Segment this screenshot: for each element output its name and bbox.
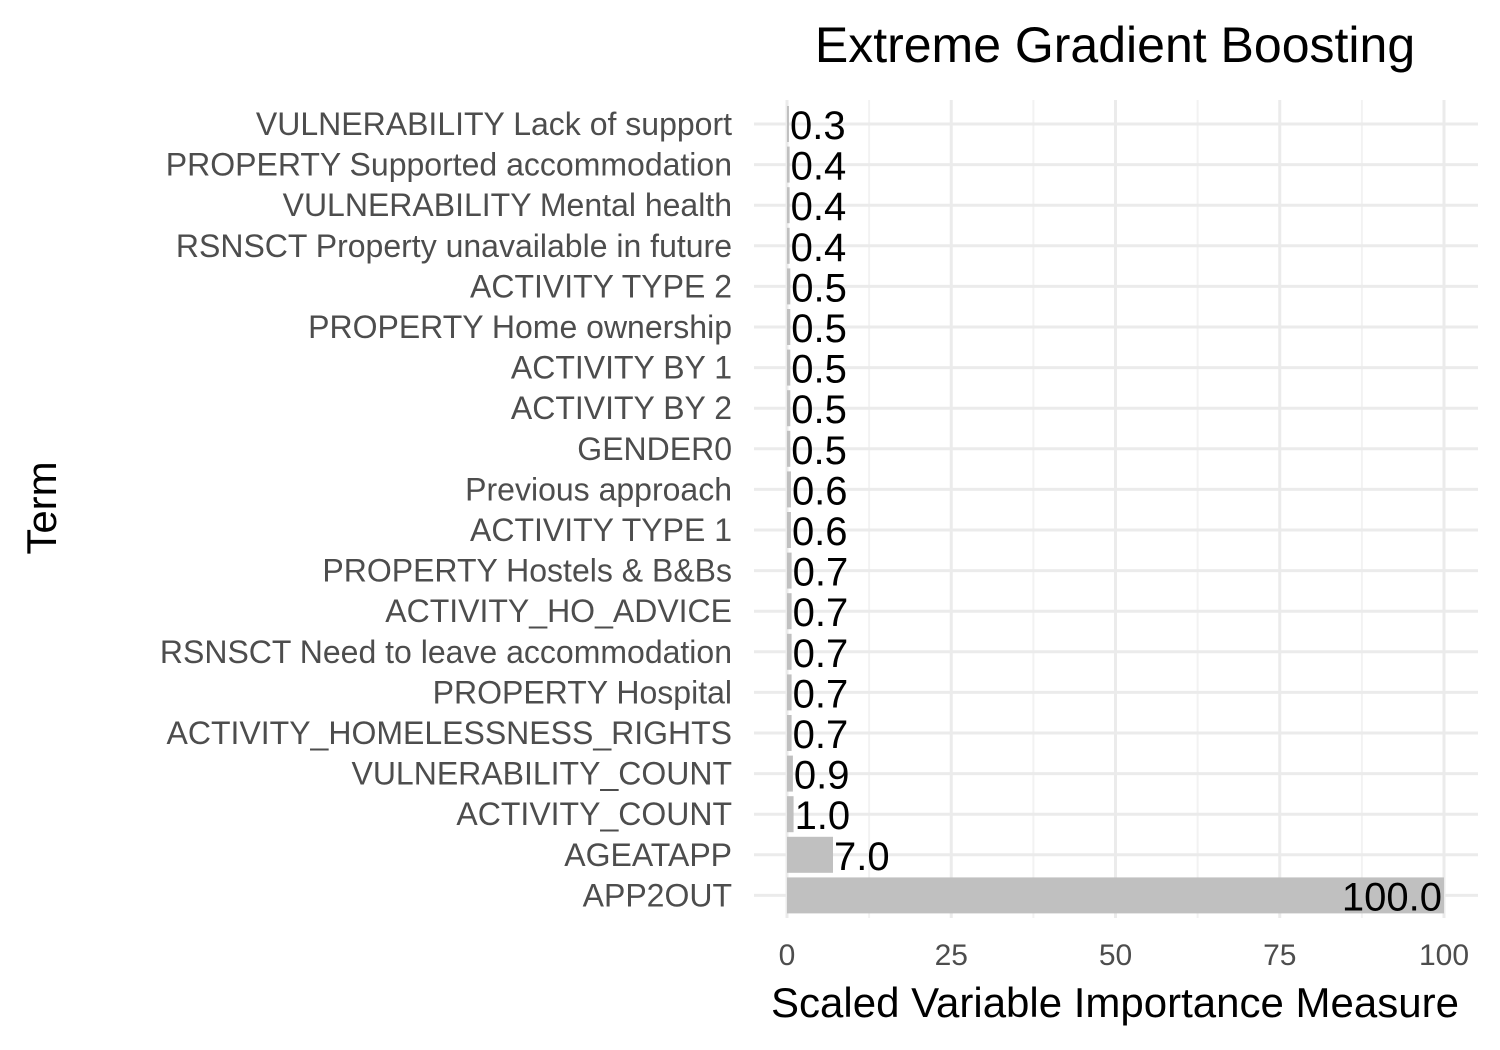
category-label: PROPERTY Supported accommodation [166, 147, 732, 183]
y-axis-title: Term [18, 461, 65, 554]
value-label: 100.0 [1342, 875, 1442, 919]
bar [787, 187, 790, 224]
category-label: PROPERTY Home ownership [308, 309, 732, 345]
value-label: 0.7 [793, 672, 849, 716]
bar [787, 633, 792, 670]
x-tick-labels: 0 25 50 75 100 [779, 939, 1469, 972]
category-label: VULNERABILITY_COUNT [351, 756, 732, 792]
value-label: 0.7 [793, 551, 849, 595]
value-label: 0.5 [791, 388, 847, 432]
value-label: 0.5 [791, 429, 847, 473]
category-label: ACTIVITY TYPE 2 [470, 268, 732, 304]
value-label: 0.4 [791, 185, 847, 229]
category-label: ACTIVITY_COUNT [456, 796, 732, 832]
bar [787, 674, 792, 711]
value-label: 0.7 [793, 713, 849, 757]
value-label: 0.6 [792, 510, 848, 554]
category-label: VULNERABILITY Mental health [283, 187, 732, 223]
bar [787, 349, 791, 386]
bar [787, 268, 791, 305]
bar [787, 146, 790, 183]
bar [787, 227, 790, 264]
x-tick-label: 75 [1263, 939, 1296, 972]
x-tick-label: 25 [935, 939, 968, 972]
category-label: GENDER0 [577, 431, 732, 467]
category-label: APP2OUT [583, 877, 732, 913]
x-tick-label: 0 [779, 939, 796, 972]
category-label: VULNERABILITY Lack of support [256, 106, 732, 142]
bar [787, 552, 792, 589]
x-axis-title: Scaled Variable Importance Measure [771, 979, 1459, 1026]
value-label: 0.5 [791, 266, 847, 310]
bar [787, 593, 792, 630]
bars [787, 106, 1444, 914]
category-label: PROPERTY Hostels & B&Bs [322, 553, 732, 589]
category-label: Previous approach [465, 471, 732, 507]
value-label: 7.0 [834, 835, 890, 879]
x-tick-label: 50 [1099, 939, 1132, 972]
category-label: ACTIVITY_HO_ADVICE [385, 593, 732, 629]
bar [787, 390, 791, 427]
category-label: PROPERTY Hospital [433, 674, 732, 710]
value-label: 0.6 [792, 469, 848, 513]
bar [787, 755, 793, 792]
chart-title: Extreme Gradient Boosting [815, 17, 1415, 73]
bar [787, 430, 791, 467]
category-labels: VULNERABILITY Lack of support PROPERTY Su… [160, 106, 732, 913]
value-label: 0.5 [791, 307, 847, 351]
value-label: 0.4 [791, 226, 847, 270]
bar [787, 471, 791, 508]
bar [787, 877, 1444, 914]
category-label: AGEATAPP [564, 837, 732, 873]
bar [787, 836, 833, 873]
category-label: ACTIVITY_HOMELESSNESS_RIGHTS [167, 715, 732, 751]
x-tick-label: 100 [1419, 939, 1469, 972]
value-label: 0.3 [790, 104, 846, 148]
category-label: ACTIVITY BY 1 [511, 350, 732, 386]
value-label: 0.4 [791, 145, 847, 189]
value-label: 0.7 [793, 632, 849, 676]
value-label: 1.0 [795, 794, 851, 838]
grid-lines [754, 100, 1478, 918]
value-label: 0.7 [793, 591, 849, 635]
value-label: 0.9 [794, 754, 850, 798]
value-labels: 0.30.40.40.40.50.50.50.50.50.60.60.70.70… [790, 104, 1442, 919]
bar [787, 715, 792, 751]
category-label: ACTIVITY TYPE 1 [470, 512, 732, 548]
value-label: 0.5 [791, 348, 847, 392]
category-label: ACTIVITY BY 2 [511, 390, 732, 426]
category-label: RSNSCT Need to leave accommodation [160, 634, 732, 670]
bar [787, 309, 791, 345]
bar [787, 512, 791, 548]
bar [787, 796, 794, 833]
bar [787, 106, 789, 142]
category-label: RSNSCT Property unavailable in future [176, 228, 732, 264]
